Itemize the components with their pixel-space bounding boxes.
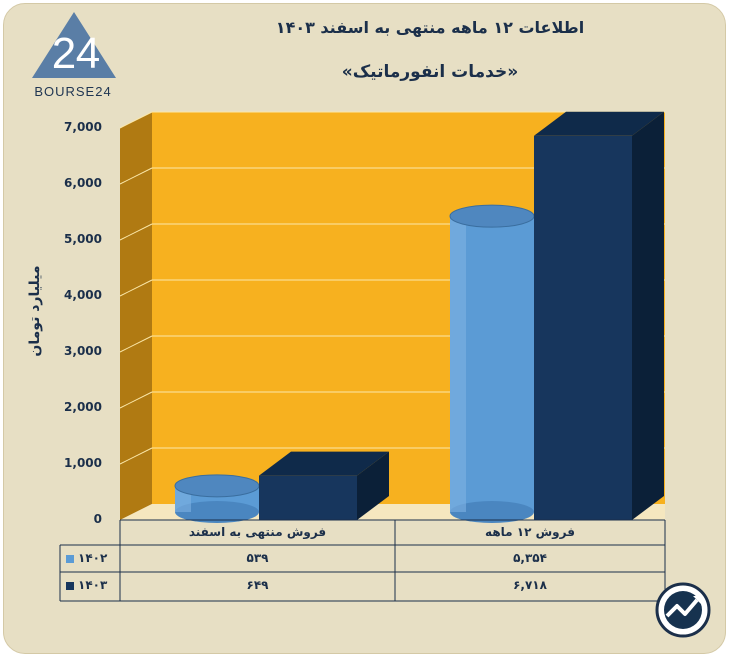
gridline-side [119,447,153,465]
y-tick-label: 2,000 [64,400,102,414]
bar-box-front [534,135,632,521]
bar-box-side [632,111,664,521]
y-tick-label: 4,000 [64,288,102,302]
trend-arrow-icon [655,582,711,638]
bar-box-front [259,475,357,520]
data-value-cell: ۵۳۹ [246,551,269,565]
svg-text:2: 2 [52,29,76,78]
bar-cylinder-shine [450,216,466,512]
bar-cylinder-base [450,501,534,523]
chart-subtitle: «خدمات انفورماتیک» [341,62,519,82]
bar-cylinder-base [175,501,259,523]
legend-entry: ۱۴۰۳ [66,578,107,592]
category-label: فروش ۱۲ ماهه [485,525,575,539]
bourse24-logo: 2 4 [32,12,116,78]
y-tick-label: 3,000 [64,344,102,358]
gridline-side [119,279,153,297]
data-value-cell: ۶۴۹ [246,578,269,592]
gridline-side [119,111,153,129]
gridline-side [119,335,153,353]
gridline-side [119,223,153,241]
legend-label: ۱۴۰۳ [78,578,108,592]
data-value-cell: ۵,۳۵۴ [513,551,547,565]
data-value-cell: ۶,۷۱۸ [513,578,547,592]
gridline-side [119,391,153,409]
bar-cylinder-top [174,474,260,498]
bar-box-side [357,451,389,520]
y-tick-label: 1,000 [64,456,102,470]
legend-swatch [66,581,74,590]
y-tick-label: 7,000 [64,120,102,134]
svg-text:4: 4 [76,29,100,78]
legend-swatch [66,554,74,563]
legend-entry: ۱۴۰۲ [66,551,107,565]
chart-side-wall [120,112,152,520]
gridline-side [119,167,153,185]
logo-text: BOURSE24 [34,84,112,99]
bar-box-top [259,451,389,476]
category-label: فروش منتهی به اسفند [188,525,327,539]
bar-cylinder-top [449,204,535,228]
y-tick-label: 0 [93,512,102,526]
bar-box-top [534,111,664,136]
y-tick-label: 5,000 [64,232,102,246]
chart-title: اطلاعات ۱۲ ماهه منتهی به اسفند ۱۴۰۳ [275,18,585,37]
y-tick-label: 6,000 [64,176,102,190]
legend-label: ۱۴۰۲ [78,551,108,565]
